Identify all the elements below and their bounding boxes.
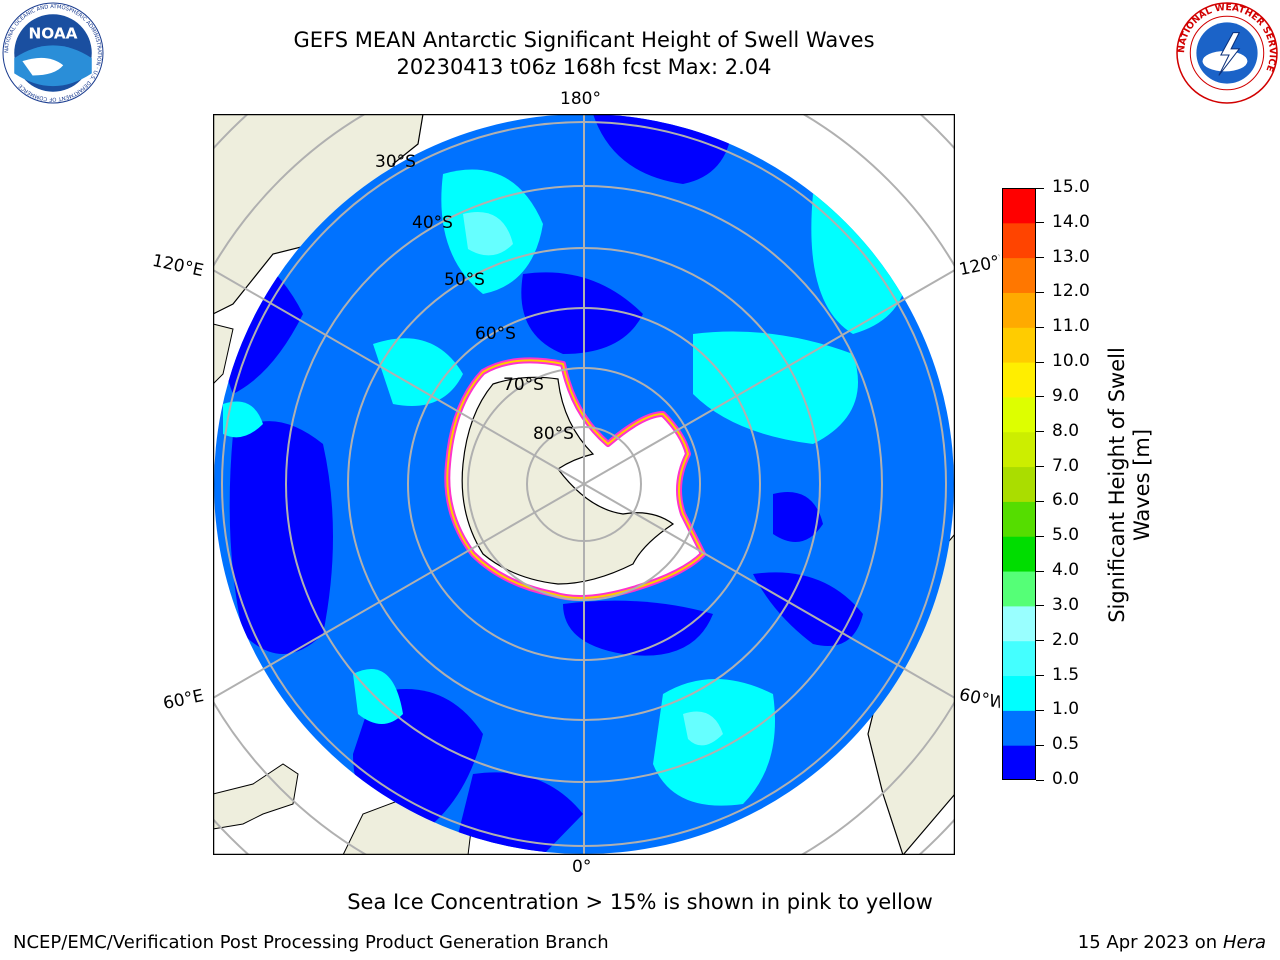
- footer-date: 15 Apr 2023 on Hera: [1078, 932, 1266, 953]
- lat-label-80s: 80°S: [533, 424, 574, 444]
- lon-label-120e: 120°E: [150, 250, 206, 282]
- colorbar-label-line1: Significant Height of Swell: [1105, 347, 1129, 623]
- chart-subtitle: 20230413 t06z 168h fcst Max: 2.04: [396, 55, 772, 79]
- footer-machine: Hera: [1222, 932, 1266, 953]
- colorbar-tick-label: 2.0: [1052, 629, 1080, 650]
- colorbar-segment: [1002, 710, 1036, 746]
- colorbar-segment: [1002, 327, 1036, 363]
- colorbar-tick-label: 10.0: [1052, 351, 1090, 372]
- colorbar-tick-mark: [1036, 500, 1044, 502]
- colorbar-tick-mark: [1036, 744, 1044, 746]
- colorbar-segment: [1002, 605, 1036, 642]
- colorbar-segment: [1002, 292, 1036, 328]
- footer-date-text: 15 Apr 2023 on: [1077, 932, 1223, 953]
- colorbar-segment: [1002, 571, 1036, 607]
- colorbar-segment: [1002, 640, 1036, 677]
- colorbar-tick-mark: [1036, 257, 1044, 259]
- colorbar-tick-label: 7.0: [1052, 455, 1080, 476]
- colorbar-tick-mark: [1036, 535, 1044, 537]
- colorbar-tick-mark: [1036, 361, 1044, 363]
- colorbar-segment: [1002, 396, 1036, 433]
- colorbar-tick-label: 0.5: [1052, 734, 1080, 755]
- colorbar-tick-mark: [1036, 709, 1044, 711]
- lat-label-30s: 30°S: [375, 152, 416, 172]
- colorbar-tick-label: 8.0: [1052, 420, 1080, 441]
- lat-label-40s: 40°S: [412, 213, 453, 233]
- colorbar-segment: [1002, 431, 1036, 468]
- colorbar-tick-mark: [1036, 640, 1044, 642]
- colorbar-tick-mark: [1036, 291, 1044, 293]
- footer-branch: NCEP/EMC/Verification Post Processing Pr…: [13, 932, 609, 953]
- lon-label-60e: 60°E: [161, 685, 206, 715]
- colorbar-segment: [1002, 675, 1036, 711]
- polar-map-svg: [83, 0, 1085, 960]
- colorbar-tick-label: 1.0: [1052, 699, 1080, 720]
- colorbar-tick-label: 12.0: [1052, 281, 1090, 302]
- colorbar-segment: [1002, 188, 1036, 224]
- colorbar-label: Significant Height of Swell Waves [m]: [1105, 347, 1155, 623]
- noaa-logo-text: NOAA: [28, 25, 77, 43]
- colorbar-border: [1002, 188, 1036, 780]
- colorbar-tick-label: 11.0: [1052, 316, 1090, 337]
- colorbar-tick-label: 15.0: [1052, 177, 1090, 197]
- colorbar-tick-label: 4.0: [1052, 560, 1080, 581]
- colorbar-segment: [1002, 257, 1036, 293]
- colorbar-segment: [1002, 362, 1036, 398]
- lat-label-60s: 60°S: [475, 324, 516, 344]
- lon-label-0: 0°: [572, 857, 592, 877]
- colorbar-tick-label: 14.0: [1052, 211, 1090, 232]
- colorbar-tick-mark: [1036, 431, 1044, 433]
- noaa-logo: NOAA NATIONAL OCEANIC AND ATMOSPHERIC AD…: [2, 2, 104, 104]
- colorbar-tick-label: 0.0: [1052, 769, 1080, 789]
- lat-label-50s: 50°S: [444, 270, 485, 290]
- colorbar-tick-mark: [1036, 326, 1044, 328]
- colorbar-label-line2: Waves [m]: [1130, 428, 1154, 542]
- lon-label-120w: 120°W: [957, 251, 1003, 281]
- sea-ice-note: Sea Ice Concentration > 15% is shown in …: [347, 890, 933, 914]
- colorbar-tick-mark: [1036, 466, 1044, 468]
- colorbar-tick-mark: [1036, 779, 1044, 781]
- colorbar-tick-mark: [1036, 605, 1044, 607]
- polar-map: [83, 0, 1085, 960]
- colorbar-tick-mark: [1036, 187, 1044, 189]
- lat-label-70s: 70°S: [503, 375, 544, 395]
- colorbar: [1002, 188, 1036, 780]
- nws-logo: NATIONAL WEATHER SERVICE: [1176, 2, 1278, 104]
- colorbar-tick-label: 9.0: [1052, 385, 1080, 406]
- colorbar-tick-mark: [1036, 222, 1044, 224]
- colorbar-segment: [1002, 536, 1036, 572]
- lon-label-60w: 60°W: [957, 684, 1003, 714]
- colorbar-tick-label: 6.0: [1052, 490, 1080, 511]
- colorbar-segment: [1002, 745, 1036, 780]
- colorbar-tick-label: 5.0: [1052, 525, 1080, 546]
- lon-label-180: 180°: [560, 89, 601, 109]
- chart-title: GEFS MEAN Antarctic Significant Height o…: [293, 28, 875, 52]
- colorbar-tick-label: 1.5: [1052, 664, 1080, 685]
- colorbar-segment: [1002, 466, 1036, 502]
- colorbar-tick-mark: [1036, 570, 1044, 572]
- colorbar-tick-label: 3.0: [1052, 594, 1080, 615]
- colorbar-segment: [1002, 501, 1036, 537]
- colorbar-tick-mark: [1036, 396, 1044, 398]
- colorbar-tick-mark: [1036, 675, 1044, 677]
- colorbar-tick-label: 13.0: [1052, 246, 1090, 267]
- colorbar-segment: [1002, 222, 1036, 259]
